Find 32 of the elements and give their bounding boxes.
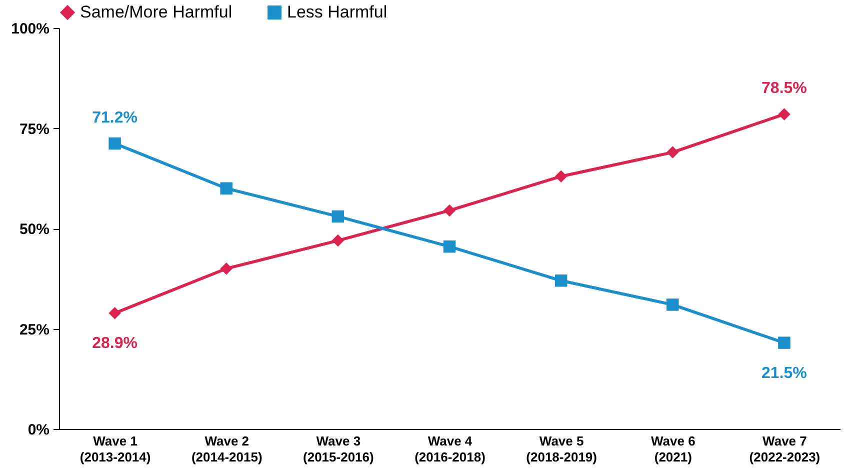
y-tick-label: 100% [11, 20, 50, 38]
point [666, 298, 679, 311]
y-tick-label: 25% [19, 321, 50, 338]
x-tick-label: Wave 1 (2013-2014) [80, 434, 151, 464]
x-tick-label: Wave 4 (2016-2018) [414, 434, 486, 464]
legend-label: Same/More Harmful [80, 2, 232, 22]
legend-label: Less Harmful [287, 2, 388, 22]
point [332, 210, 344, 223]
y-tick-label: 75% [19, 120, 50, 138]
point [666, 146, 679, 158]
point [778, 108, 790, 120]
point [554, 274, 568, 287]
point [443, 204, 456, 217]
x-tick-label: Wave 3 (2015-2016) [303, 434, 374, 464]
x-tick-label: Wave 5 (2018-2019) [526, 434, 597, 464]
x-tick-label: Wave 6 (2021) [650, 434, 696, 464]
y-tick-label: 0% [28, 422, 50, 438]
data-label: 28.9% [92, 335, 138, 352]
y-tick-label: 50% [19, 221, 50, 238]
data-label: 71.2% [92, 109, 138, 126]
data-label: 78.5% [762, 80, 807, 98]
point [778, 336, 790, 349]
x-tick-label: Wave 2 (2014-2015) [191, 434, 262, 464]
point [554, 170, 568, 182]
point [220, 182, 232, 195]
data-label: 21.5% [762, 364, 807, 382]
x-tick-label: Wave 7 (2022-2023) [749, 434, 820, 464]
point [443, 240, 456, 253]
point [108, 137, 121, 150]
point [332, 234, 344, 247]
point [220, 262, 232, 275]
point [108, 306, 121, 320]
